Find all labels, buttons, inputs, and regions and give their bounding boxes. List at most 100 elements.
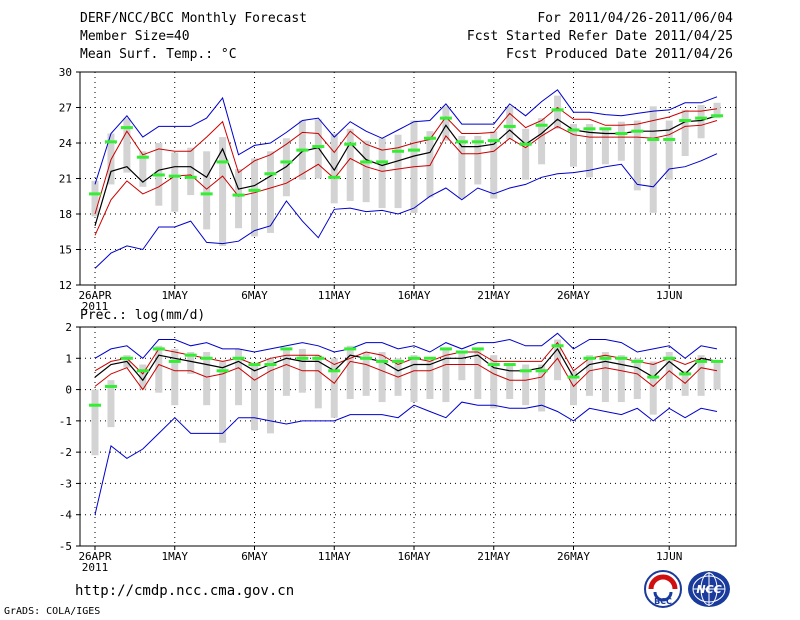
spread-box [585, 124, 593, 178]
x-tick-label: 21MAY [477, 289, 510, 302]
spread-box [649, 106, 657, 213]
median-marker [631, 129, 644, 133]
median-marker [583, 127, 596, 131]
y-tick-label: -2 [59, 446, 72, 459]
series-min-line [94, 153, 718, 269]
spread-box [458, 352, 466, 381]
spread-box [171, 348, 179, 406]
median-marker [503, 363, 516, 367]
x-tick-label: 11MAY [318, 289, 351, 302]
spread-box [554, 339, 562, 381]
spread-box [346, 345, 354, 399]
x-tick-label: 1MAY [162, 289, 189, 302]
spread-box [251, 158, 258, 237]
median-marker [599, 356, 612, 360]
median-marker [328, 369, 341, 373]
spread-box [362, 352, 370, 396]
x-tick-label: 16MAY [397, 289, 430, 302]
spread-box [506, 364, 514, 399]
spread-box [346, 128, 354, 201]
plot-frame [79, 326, 737, 547]
x-tick-label: 1JUN [656, 550, 683, 563]
median-marker [711, 359, 724, 363]
median-marker [455, 350, 468, 354]
y-tick-label: 2 [65, 321, 72, 334]
series-lower-line [94, 120, 718, 236]
x-year-label: 2011 [82, 561, 109, 574]
median-marker [89, 192, 101, 196]
median-marker [695, 116, 708, 120]
spread-box [410, 355, 418, 403]
x-tick-label: 1JUN [656, 289, 683, 302]
median-marker [264, 172, 277, 176]
median-marker [120, 356, 133, 360]
median-marker [312, 356, 325, 360]
median-marker [200, 356, 213, 360]
y-tick-label: -5 [59, 540, 72, 553]
median-marker [679, 372, 692, 376]
median-marker [232, 356, 245, 360]
spread-box [426, 131, 434, 198]
median-marker [280, 160, 293, 164]
spread-box [617, 121, 625, 161]
median-marker [392, 359, 405, 363]
y-tick-label: 1 [65, 352, 72, 365]
spread-box [378, 352, 386, 403]
spread-box [633, 120, 641, 191]
y-tick-label: 18 [59, 208, 72, 221]
spread-box [681, 109, 689, 157]
spread-box [442, 348, 450, 403]
x-tick-label: 26MAY [557, 289, 590, 302]
median-marker [136, 155, 149, 159]
spread-box [506, 106, 514, 140]
spread-box [442, 106, 450, 141]
spread-box [522, 364, 530, 406]
spread-box [633, 358, 641, 399]
spread-box [538, 364, 546, 412]
precipitation-panel: -5 -4 -3 -2 -1 0 1 2 26APR 1MAY 6MAY 11MAY 16MAY 21MA… [59, 321, 737, 574]
spread-box [330, 133, 338, 204]
member-size: Member Size=40 [80, 29, 190, 44]
median-marker [152, 173, 165, 177]
series-mean-line [94, 347, 718, 382]
y-tick-label: 30 [59, 66, 72, 79]
x-tick-label: 26APR [78, 289, 111, 302]
median-marker [615, 356, 628, 360]
x-tick-label: 6MAY [241, 289, 268, 302]
series-max-line [94, 332, 718, 359]
spread-box [139, 151, 147, 187]
median-marker [535, 123, 548, 127]
median-marker [296, 148, 309, 152]
median-marker [487, 363, 500, 367]
median-marker [264, 363, 277, 367]
median-marker [392, 149, 405, 153]
median-marker [455, 140, 468, 144]
spread-box [203, 352, 211, 406]
series-upper-line [94, 106, 718, 215]
forecast-produced-date: Fcst Produced Date 2011/04/26 [506, 47, 733, 62]
median-marker [168, 174, 181, 178]
median-marker [439, 347, 452, 351]
x-tick-label: 1MAY [162, 550, 189, 563]
spread-box [266, 358, 274, 434]
median-marker [423, 136, 436, 140]
median-marker [471, 140, 484, 144]
median-marker [503, 124, 516, 128]
median-marker [551, 108, 564, 112]
temperature-panel: 12 15 18 21 24 27 30 26APR 1MAY 6MAY 11MAY 16MAY 21M… [59, 66, 737, 313]
median-marker [567, 128, 580, 132]
precipitation-panel-title: Prec.: log(mm/d) [80, 308, 206, 323]
median-marker [695, 359, 708, 363]
source-url[interactable]: http://cmdp.ncc.cma.gov.cn [75, 583, 295, 599]
median-marker [471, 347, 484, 351]
median-marker [184, 353, 197, 357]
spread-box [474, 348, 482, 399]
y-tick-label: 24 [59, 137, 73, 150]
median-marker [360, 160, 373, 164]
median-marker [439, 116, 452, 120]
spread-box [490, 355, 498, 409]
spread-box [282, 348, 290, 396]
median-marker [551, 344, 564, 348]
spread-box [123, 118, 131, 173]
spread-box [266, 151, 274, 233]
